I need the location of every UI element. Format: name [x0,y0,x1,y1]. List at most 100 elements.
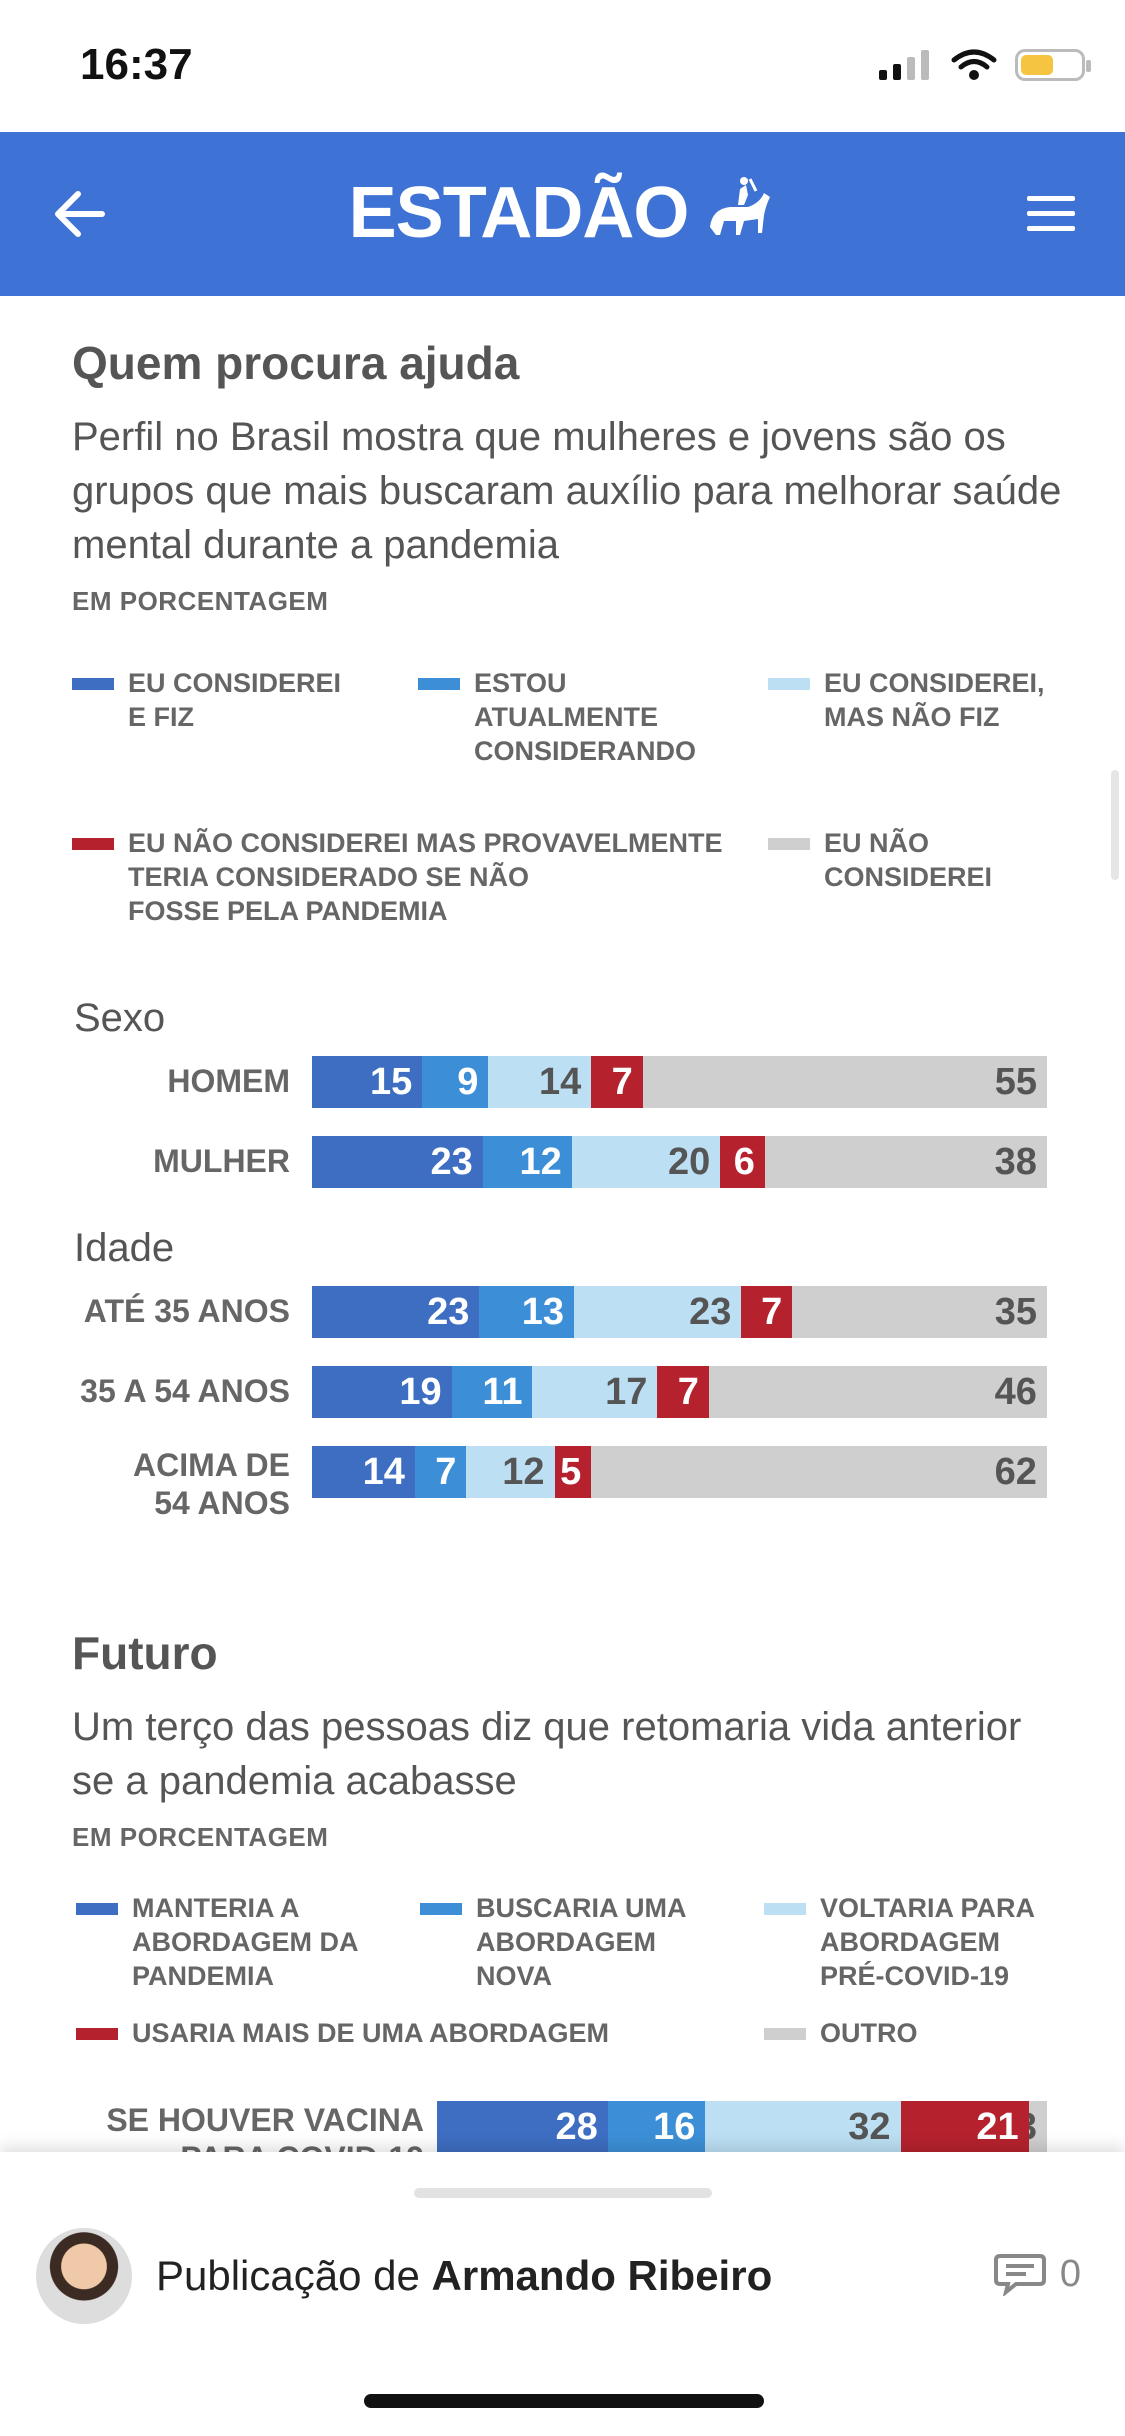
legend-label: EU CONSIDEREI E FIZ [128,668,342,732]
bar-segment: 17 [532,1366,658,1418]
bar-segment: 14 [488,1056,592,1108]
legend-label: MANTERIA A ABORDAGEM DA PANDEMIA [132,1893,359,1991]
unit-label: EM PORCENTAGEM [72,586,329,616]
publication-author[interactable]: Publicação de Armando Ribeiro [156,2252,772,2300]
publication-bottom-sheet[interactable]: Publicação de Armando Ribeiro 0 [0,2152,1125,2436]
bar-segment: 20 [571,1136,721,1188]
bar-segment: 38 [764,1136,1047,1188]
bar-segment: 46 [708,1366,1047,1418]
section-title: Futuro [72,1627,218,1679]
legend-swatch [72,838,114,850]
avatar[interactable] [36,2228,132,2324]
row-label: ATÉ 35 ANOS [83,1293,290,1329]
comments-button[interactable]: 0 [993,2252,1081,2296]
home-indicator [364,2394,764,2408]
legend-item: USARIA MAIS DE UMA ABORDAGEM [76,2016,609,2050]
legend-swatch [768,678,810,690]
legend-label: BUSCARIA UMA ABORDAGEM NOVA [476,1893,687,1991]
legend-label: USARIA MAIS DE UMA ABORDAGEM [132,2018,609,2048]
bar-segment: 21 [900,2101,1029,2153]
chart-row: ATÉ 35 ANOS 23 13 23 7 35 [72,1286,1062,1338]
legend-item: OUTRO [764,2016,918,2050]
bar-segment: 11 [451,1366,533,1418]
author-name: Armando Ribeiro [431,2252,773,2299]
hamburger-menu-icon[interactable] [1025,194,1077,234]
stacked-bar: 19 11 17 7 46 [312,1366,1047,1418]
bar-segment: 62 [591,1446,1047,1498]
legend-label: EU NÃO CONSIDEREI MAS PROVAVELMENTE TERI… [128,828,723,926]
site-logo[interactable]: ESTADÃO [0,172,1125,254]
bar-segment: 9 [422,1056,489,1108]
legend-item: EU CONSIDEREI, MAS NÃO FIZ [768,666,1045,734]
legend-label: EU CONSIDEREI, MAS NÃO FIZ [824,668,1045,732]
back-arrow-icon[interactable] [50,184,110,244]
bar-segment: 6 [720,1136,765,1188]
status-bar: 16:37 [0,0,1125,132]
legend-swatch [420,1903,462,1915]
legend-swatch [76,2028,118,2040]
legend-item: ESTOU ATUALMENTE CONSIDERANDO [418,666,696,768]
legend-label: OUTRO [820,2018,918,2048]
stacked-bar: 23 13 23 7 35 [312,1286,1047,1338]
stacked-bar: 23 12 20 6 38 [312,1136,1047,1188]
legend-swatch [764,1903,806,1915]
section-quem-procura-ajuda: Quem procura ajuda Perfil no Brasil most… [72,336,1062,617]
bar-segment: 13 [479,1286,574,1338]
bar-segment: 7 [591,1056,643,1108]
section-subtitle: Um terço das pessoas diz que retomaria v… [72,1705,1022,1803]
stacked-bar: 281632213 [437,2101,1047,2153]
section-title: Quem procura ajuda [72,337,520,389]
section-futuro: Futuro Um terço das pessoas diz que reto… [72,1626,1062,1853]
wifi-icon [951,49,997,80]
chart-row: ACIMA DE 54 ANOS 14 7 12 5 62 [72,1446,1062,1521]
bar-segment: 32 [705,2101,901,2153]
chart-row: MULHER 23 12 20 6 38 [72,1136,1062,1188]
bar-segment: 14 [312,1446,415,1498]
bar-segment: 16 [607,2101,706,2153]
comment-icon [993,2254,1046,2296]
bar-segment: 28 [437,2101,608,2153]
chart-quem-procura-ajuda: Sexo HOMEM 15 9 14 7 55 MULHER 23 12 20 6 38 Idade ATÉ… [72,996,1062,1856]
chart-futuro: SE HOUVER VACINA PARA COVID-19281632213 [72,2091,1062,2191]
bar-segment: 23 [573,1286,742,1338]
legend-label: EU NÃO CONSIDEREI [824,828,993,892]
bar-segment: 19 [312,1366,452,1418]
legend-swatch [764,2028,806,2040]
chart-row: HOMEM 15 9 14 7 55 [72,1056,1062,1108]
logo-text: ESTADÃO [348,173,690,253]
bar-segment: 12 [466,1446,555,1498]
legend-section2: MANTERIA A ABORDAGEM DA PANDEMIA BUSCARIA… [72,1891,1062,2051]
legend-swatch [76,1903,118,1915]
bar-segment: 3 [1028,2101,1047,2153]
legend-item: VOLTARIA PARA ABORDAGEM PRÉ-COVID-19 [764,1891,1035,1993]
sheet-handle[interactable] [414,2188,712,2198]
bar-segment: 35 [792,1286,1047,1338]
group-title: Sexo [74,996,166,1040]
row-label: ACIMA DE 54 ANOS [132,1447,290,1521]
bar-segment: 23 [312,1286,480,1338]
legend-item: EU NÃO CONSIDEREI [768,826,992,894]
legend-swatch [72,678,114,690]
legend-section1: EU CONSIDEREI E FIZ ESTOU ATUALMENTE CONS… [72,666,1062,956]
group-title: Idade [74,1226,175,1270]
chart-row: SE HOUVER VACINA PARA COVID-19281632213 [72,2101,1062,2176]
bar-segment: 12 [482,1136,572,1188]
bar-segment: 15 [312,1056,423,1108]
bar-segment: 55 [642,1056,1047,1108]
horse-rider-icon [710,177,771,235]
stacked-bar: 14 7 12 5 62 [312,1446,1047,1498]
legend-item: EU CONSIDEREI E FIZ [72,666,341,734]
legend-item: BUSCARIA UMA ABORDAGEM NOVA [420,1891,687,1993]
legend-label: ESTOU ATUALMENTE CONSIDERANDO [474,668,697,766]
battery-icon [1015,49,1091,81]
chart-row: 35 A 54 ANOS 19 11 17 7 46 [72,1366,1062,1418]
signal-icon [879,50,929,80]
row-label: MULHER [153,1143,290,1179]
row-label: 35 A 54 ANOS [80,1373,290,1409]
publication-prefix: Publicação de [156,2252,420,2299]
legend-item: MANTERIA A ABORDAGEM DA PANDEMIA [76,1891,359,1993]
bar-segment: 23 [312,1136,483,1188]
legend-swatch [768,838,810,850]
bar-segment: 5 [554,1446,592,1498]
comments-count: 0 [1059,2252,1081,2295]
